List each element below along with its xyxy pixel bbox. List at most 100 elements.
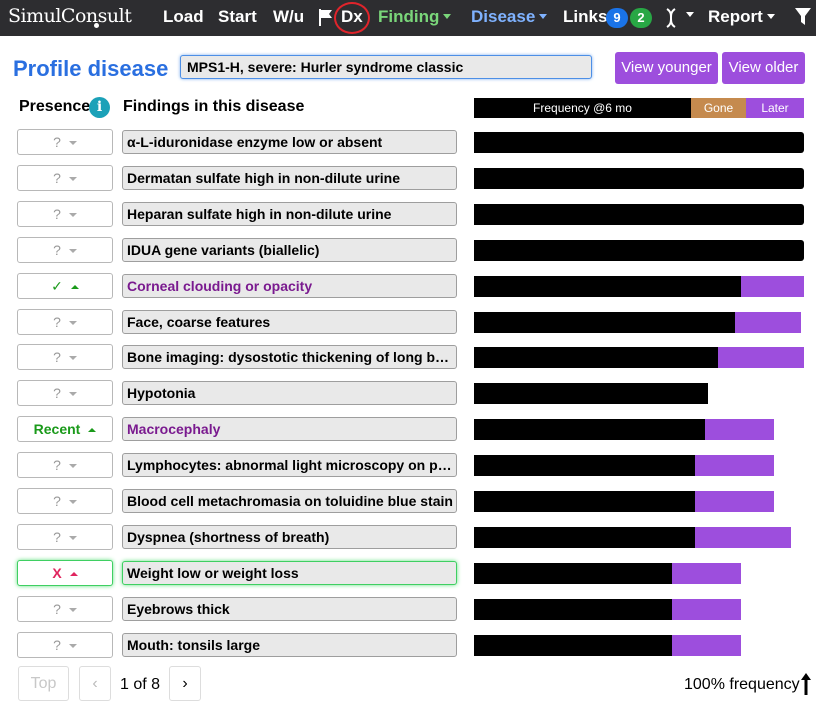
dna-icon[interactable] xyxy=(665,8,677,28)
later-bar xyxy=(718,347,804,368)
presence-selector[interactable]: ? xyxy=(17,632,113,658)
frequency-bar xyxy=(474,419,705,440)
nav-report-menu[interactable]: Report xyxy=(708,6,775,28)
presence-value: ? xyxy=(53,242,61,258)
finding-row: ? Face, coarse features xyxy=(0,309,816,335)
frequency-bar xyxy=(474,276,741,297)
frequency-bar xyxy=(474,635,672,656)
links-badge-count[interactable]: 2 xyxy=(630,8,652,28)
info-icon[interactable]: i xyxy=(89,97,110,118)
finding-name[interactable]: Face, coarse features xyxy=(122,310,457,334)
nav-disease-label: Disease xyxy=(471,7,536,26)
simulconsult-logo[interactable]: SimulConsult xyxy=(8,5,132,28)
finding-name[interactable]: Weight low or weight loss xyxy=(122,561,457,585)
nav-wu[interactable]: W/u xyxy=(273,7,305,26)
later-bar xyxy=(695,455,774,476)
frequency-scale-label: 100% frequency xyxy=(684,676,800,693)
presence-selector[interactable]: ? xyxy=(17,524,113,550)
presence-selector[interactable]: ? xyxy=(17,596,113,622)
chevron-up-icon xyxy=(69,572,78,577)
finding-name[interactable]: Dyspnea (shortness of breath) xyxy=(122,525,457,549)
presence-value: ? xyxy=(53,206,61,222)
presence-value: ? xyxy=(53,493,61,509)
chevron-down-icon xyxy=(68,464,77,469)
nav-finding-menu[interactable]: Finding xyxy=(378,6,452,28)
nav-dx[interactable]: Dx xyxy=(341,7,363,26)
next-page-button[interactable]: › xyxy=(169,666,201,701)
chevron-down-icon xyxy=(68,500,77,505)
flag-icon[interactable] xyxy=(318,8,334,26)
presence-selector[interactable]: ? xyxy=(17,201,113,227)
presence-selector[interactable]: ? xyxy=(17,309,113,335)
finding-row: ? Heparan sulfate high in non-dilute urin… xyxy=(0,201,816,227)
nav-start[interactable]: Start xyxy=(218,7,257,26)
later-bar xyxy=(672,563,741,584)
page-indicator: 1 of 8 xyxy=(120,676,161,693)
chevron-down-icon xyxy=(68,356,77,361)
chevron-down-icon xyxy=(68,536,77,541)
presence-value: ? xyxy=(53,170,61,186)
previous-page-button[interactable]: ‹ xyxy=(79,666,111,701)
finding-row: ? Blood cell metachromasia on toluidine b… xyxy=(0,488,816,514)
finding-name[interactable]: Eyebrows thick xyxy=(122,597,457,621)
nav-links[interactable]: Links xyxy=(563,7,608,26)
chevron-down-icon xyxy=(443,13,452,19)
presence-value: ? xyxy=(53,601,61,617)
logo-text: SimulConsult xyxy=(8,5,132,27)
top-button[interactable]: Top xyxy=(18,666,69,701)
presence-value: ? xyxy=(53,457,61,473)
presence-selector[interactable]: ? xyxy=(17,237,113,263)
finding-row: ? Dermatan sulfate high in non-dilute uri… xyxy=(0,165,816,191)
nav-load[interactable]: Load xyxy=(163,7,204,26)
later-bar xyxy=(735,312,801,333)
view-younger-button[interactable]: View younger xyxy=(615,52,718,84)
presence-selector[interactable]: ? xyxy=(17,344,113,370)
finding-name[interactable]: Bone imaging: dysostotic thickening of l… xyxy=(122,345,457,369)
presence-value: ? xyxy=(53,134,61,150)
finding-name[interactable]: IDUA gene variants (biallelic) xyxy=(122,238,457,262)
up-arrow-icon[interactable] xyxy=(800,672,812,696)
presence-value: ? xyxy=(53,385,61,401)
findings-column-header: Findings in this disease xyxy=(123,98,305,115)
finding-row: ? Lymphocytes: abnormal light microscopy … xyxy=(0,452,816,478)
finding-row: ? Mouth: tonsils large xyxy=(0,632,816,658)
chevron-up-icon xyxy=(70,285,79,290)
frequency-bar xyxy=(474,599,672,620)
finding-name[interactable]: Macrocephaly xyxy=(122,417,457,441)
finding-name[interactable]: Corneal clouding or opacity xyxy=(122,274,457,298)
finding-row: ? Eyebrows thick xyxy=(0,596,816,622)
later-bar xyxy=(695,527,791,548)
presence-selector[interactable]: ? xyxy=(17,380,113,406)
presence-value: ✓ xyxy=(51,278,63,294)
finding-name[interactable]: Mouth: tonsils large xyxy=(122,633,457,657)
later-bar xyxy=(672,599,741,620)
finding-name[interactable]: α-L-iduronidase enzyme low or absent xyxy=(122,130,457,154)
finding-name[interactable]: Dermatan sulfate high in non-dilute urin… xyxy=(122,166,457,190)
finding-name[interactable]: Hypotonia xyxy=(122,381,457,405)
presence-selector[interactable]: X xyxy=(17,560,113,586)
finding-name[interactable]: Blood cell metachromasia on toluidine bl… xyxy=(122,489,457,513)
finding-name[interactable]: Lymphocytes: abnormal light microscopy o… xyxy=(122,453,457,477)
finding-row: ? Hypotonia xyxy=(0,380,816,406)
presence-selector[interactable]: Recent xyxy=(17,416,113,442)
frequency-bar xyxy=(474,168,804,189)
finding-row: Recent Macrocephaly xyxy=(0,416,816,442)
presence-value: ? xyxy=(53,637,61,653)
chevron-down-icon xyxy=(766,13,775,19)
presence-selector[interactable]: ? xyxy=(17,452,113,478)
nav-disease-menu[interactable]: Disease xyxy=(471,6,548,28)
links-badge-count[interactable]: 9 xyxy=(606,8,628,28)
presence-selector[interactable]: ✓ xyxy=(17,273,113,299)
chevron-down-icon xyxy=(68,608,77,613)
presence-selector[interactable]: ? xyxy=(17,488,113,514)
filter-icon[interactable] xyxy=(794,7,812,27)
view-older-button[interactable]: View older xyxy=(722,52,805,84)
finding-name[interactable]: Heparan sulfate high in non-dilute urine xyxy=(122,202,457,226)
presence-selector[interactable]: ? xyxy=(17,165,113,191)
presence-value: ? xyxy=(53,314,61,330)
presence-selector[interactable]: ? xyxy=(17,129,113,155)
page-title: Profile disease xyxy=(13,56,169,81)
chevron-down-icon[interactable] xyxy=(686,12,694,17)
frequency-bar xyxy=(474,527,695,548)
disease-selector-field[interactable]: MPS1-H, severe: Hurler syndrome classic xyxy=(180,55,592,79)
